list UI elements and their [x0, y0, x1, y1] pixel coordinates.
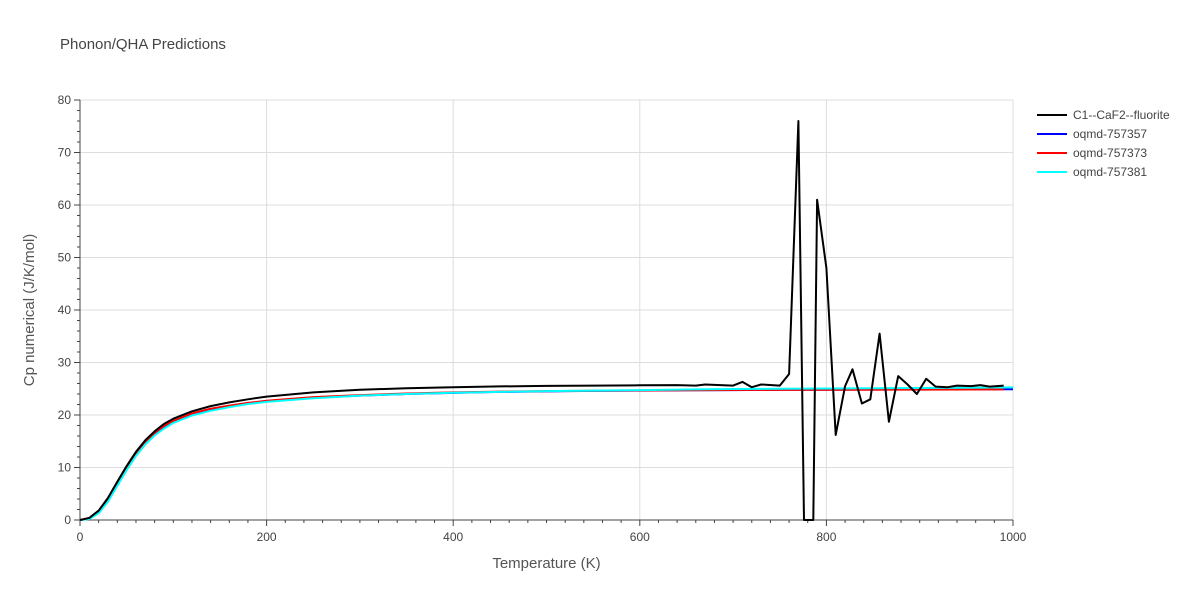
y-tick-label: 10: [58, 461, 72, 475]
grid-lines: [80, 99, 1014, 520]
y-tick-label: 70: [58, 146, 72, 160]
series-group: [80, 120, 1013, 521]
x-tick-label: 400: [443, 530, 463, 544]
legend-label[interactable]: oqmd-757357: [1073, 127, 1147, 141]
x-tick-label: 0: [77, 530, 84, 544]
x-tick-label: 600: [630, 530, 650, 544]
x-tick-label: 200: [257, 530, 277, 544]
x-tick-label: 1000: [1000, 530, 1027, 544]
series-line-oqmd-757381: [80, 386, 1013, 521]
legend-label[interactable]: C1--CaF2--fluorite: [1073, 108, 1170, 122]
axes: [74, 99, 1014, 526]
series-line-c1-caf2-fluorite: [80, 120, 1004, 521]
y-tick-label: 80: [58, 93, 72, 107]
legend-label[interactable]: oqmd-757381: [1073, 165, 1147, 179]
y-tick-label: 60: [58, 198, 72, 212]
legend[interactable]: C1--CaF2--fluorite oqmd-757357 oqmd-757373…: [1037, 108, 1170, 179]
y-tick-label: 30: [58, 356, 72, 370]
y-tick-label: 50: [58, 251, 72, 265]
legend-label[interactable]: oqmd-757373: [1073, 146, 1147, 160]
y-tick-label: 0: [64, 513, 71, 527]
x-tick-label: 800: [816, 530, 836, 544]
y-tick-label: 20: [58, 408, 72, 422]
y-axis-title: Cp numerical (J/K/mol): [21, 234, 38, 387]
tick-labels: 0 200 400 600 800 1000 0 10 20 30 40 50 60 70 80: [58, 93, 1027, 544]
x-axis-title: Temperature (K): [492, 555, 600, 572]
y-tick-label: 40: [58, 303, 72, 317]
chart-title: Phonon/QHA Predictions: [60, 36, 226, 53]
